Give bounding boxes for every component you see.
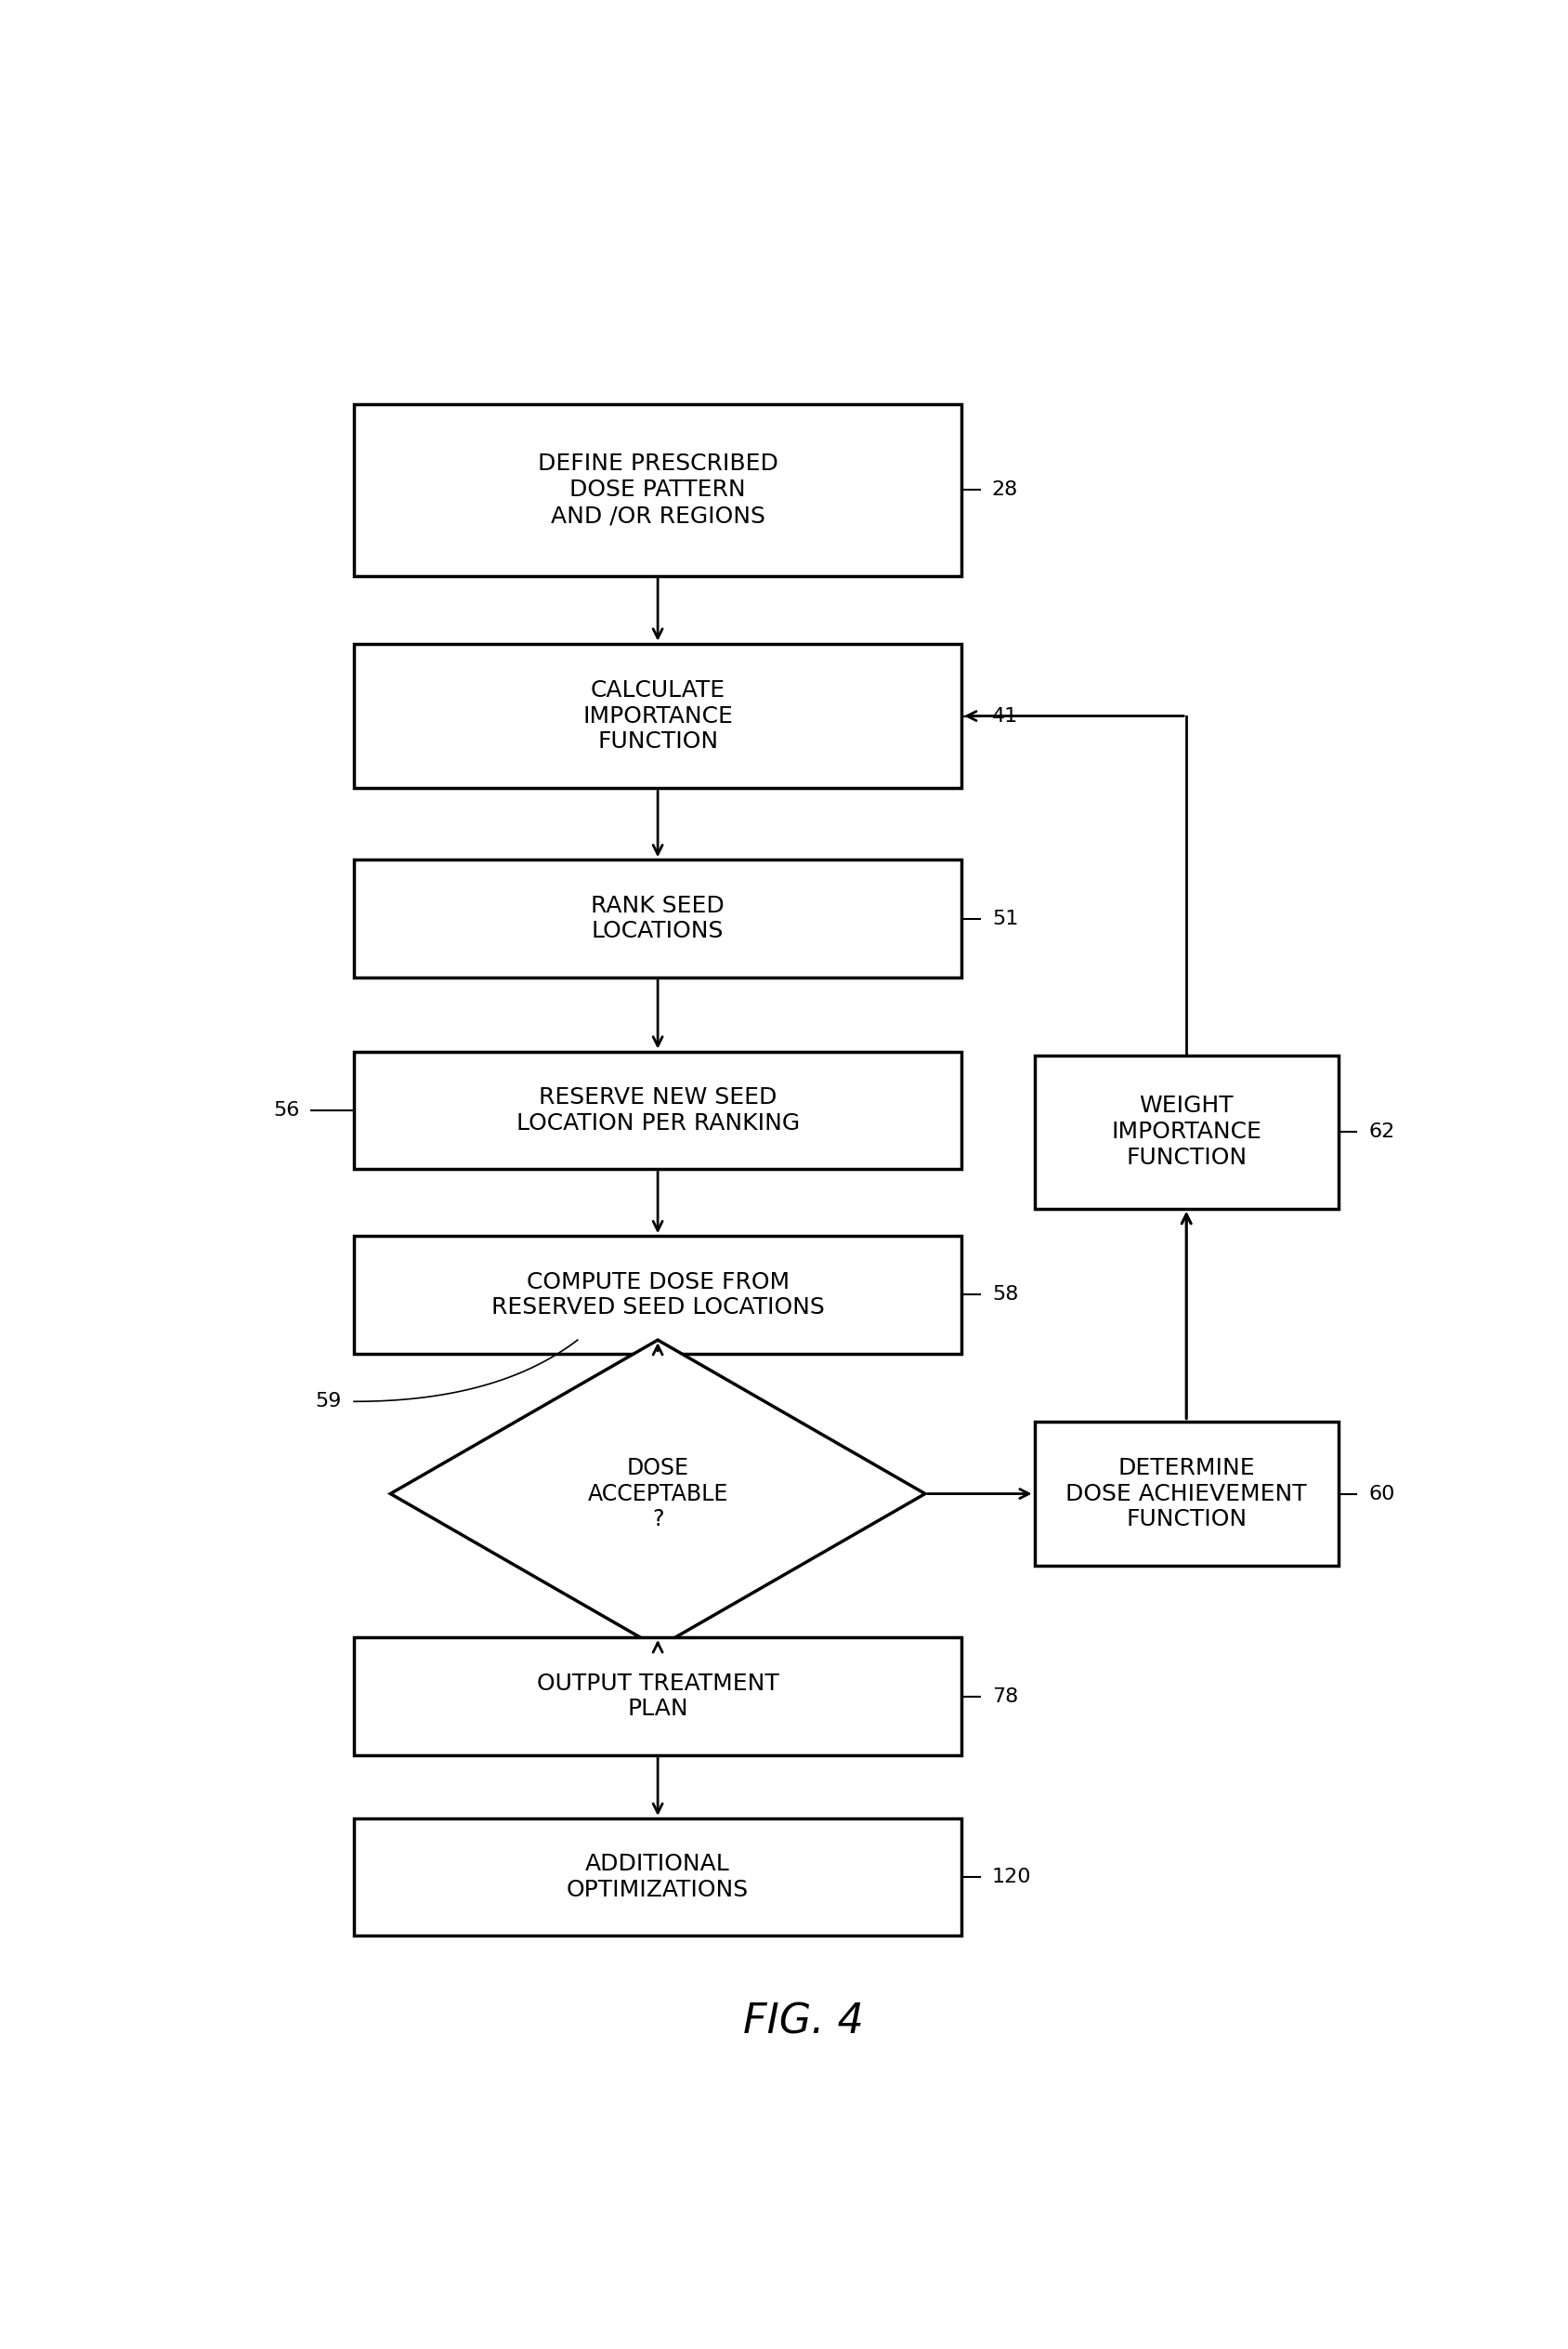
Text: WEIGHT
IMPORTANCE
FUNCTION: WEIGHT IMPORTANCE FUNCTION bbox=[1112, 1095, 1262, 1170]
Text: 62: 62 bbox=[1369, 1123, 1396, 1142]
FancyBboxPatch shape bbox=[354, 1236, 961, 1353]
FancyBboxPatch shape bbox=[1035, 1055, 1339, 1210]
Text: RANK SEED
LOCATIONS: RANK SEED LOCATIONS bbox=[591, 895, 724, 942]
Text: 59: 59 bbox=[315, 1393, 342, 1412]
Text: 51: 51 bbox=[993, 909, 1018, 928]
Text: 78: 78 bbox=[993, 1687, 1018, 1705]
FancyBboxPatch shape bbox=[354, 644, 961, 789]
Text: 58: 58 bbox=[993, 1285, 1018, 1304]
Text: CALCULATE
IMPORTANCE
FUNCTION: CALCULATE IMPORTANCE FUNCTION bbox=[583, 679, 732, 754]
FancyBboxPatch shape bbox=[354, 1052, 961, 1170]
Text: 41: 41 bbox=[993, 707, 1018, 726]
FancyBboxPatch shape bbox=[1035, 1421, 1339, 1567]
FancyBboxPatch shape bbox=[354, 404, 961, 576]
Text: ADDITIONAL
OPTIMIZATIONS: ADDITIONAL OPTIMIZATIONS bbox=[566, 1853, 750, 1900]
FancyBboxPatch shape bbox=[354, 860, 961, 977]
FancyBboxPatch shape bbox=[354, 1637, 961, 1755]
Polygon shape bbox=[390, 1339, 925, 1647]
Text: 28: 28 bbox=[993, 482, 1018, 500]
Text: FIG. 4: FIG. 4 bbox=[743, 2001, 864, 2041]
FancyBboxPatch shape bbox=[354, 1818, 961, 1936]
Text: DEFINE PRESCRIBED
DOSE PATTERN
AND /OR REGIONS: DEFINE PRESCRIBED DOSE PATTERN AND /OR R… bbox=[538, 453, 778, 526]
Text: DETERMINE
DOSE ACHIEVEMENT
FUNCTION: DETERMINE DOSE ACHIEVEMENT FUNCTION bbox=[1066, 1456, 1308, 1532]
Text: DOSE
ACCEPTABLE
?: DOSE ACCEPTABLE ? bbox=[588, 1456, 728, 1532]
Text: 120: 120 bbox=[993, 1867, 1032, 1886]
Text: 56: 56 bbox=[273, 1102, 299, 1120]
Text: OUTPUT TREATMENT
PLAN: OUTPUT TREATMENT PLAN bbox=[536, 1672, 779, 1719]
Text: COMPUTE DOSE FROM
RESERVED SEED LOCATIONS: COMPUTE DOSE FROM RESERVED SEED LOCATION… bbox=[491, 1271, 825, 1318]
Text: RESERVE NEW SEED
LOCATION PER RANKING: RESERVE NEW SEED LOCATION PER RANKING bbox=[516, 1085, 800, 1135]
Text: 60: 60 bbox=[1369, 1485, 1396, 1503]
